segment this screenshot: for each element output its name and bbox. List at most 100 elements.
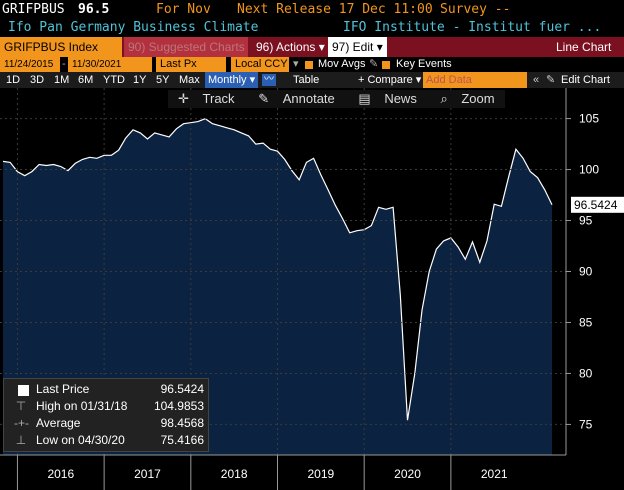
x-tick-label: 2020 xyxy=(394,467,421,481)
high-label: High on 01/31/18 xyxy=(36,399,128,413)
average-label: Average xyxy=(36,416,81,430)
frequency-select[interactable]: Monthly ▾ xyxy=(205,72,259,88)
edit-chart-button[interactable]: Edit Chart xyxy=(561,74,610,86)
release-period: For Nov xyxy=(156,2,211,17)
high-marker-icon: ⊤ xyxy=(15,399,27,413)
last-value-box xyxy=(571,196,624,213)
currency-caret-icon[interactable]: ▾ xyxy=(293,58,299,70)
period-ytd[interactable]: YTD xyxy=(103,74,125,86)
y-tick-label: 90 xyxy=(579,265,593,279)
edit-caret-icon: ▾ xyxy=(376,40,383,54)
end-date-input[interactable]: 11/30/2021 xyxy=(68,57,152,72)
key-events-checkbox[interactable] xyxy=(382,61,390,69)
x-tick-label: 2019 xyxy=(307,467,334,481)
news-icon: ▤ xyxy=(358,91,371,106)
header-row-price: GRIFPBUS 96.5 For Nov Next Release 17 De… xyxy=(0,0,624,19)
compare-label: + Compare xyxy=(358,74,413,86)
last-price-swatch xyxy=(18,385,29,396)
y-axis: 75 80 85 90 95 100 105 96.5424 xyxy=(565,88,624,455)
pencil-icon[interactable]: ✎ xyxy=(369,58,379,70)
x-tick-label: 2021 xyxy=(481,467,508,481)
track-label: Track xyxy=(202,91,235,106)
actions-label: 96) Actions xyxy=(256,40,316,54)
legend-average: -+- Average 98.4568 xyxy=(4,415,210,431)
edit-label: 97) Edit xyxy=(332,40,374,54)
crosshair-icon: ✛ xyxy=(178,91,189,106)
period-max[interactable]: Max xyxy=(179,74,200,86)
legend-last-price: Last Price 96.5424 xyxy=(4,381,210,397)
period-5y[interactable]: 5Y xyxy=(156,74,170,86)
low-value: 75.4166 xyxy=(160,433,204,447)
price-chart[interactable]: 75 80 85 90 95 100 105 96.5424 2016 2017 2018 2019… xyxy=(0,88,624,490)
x-tick-label: 2017 xyxy=(134,467,161,481)
legend-high: ⊤ High on 01/31/18 104.9853 xyxy=(4,398,210,414)
y-axis-background xyxy=(566,88,624,455)
actions-caret-icon: ▾ xyxy=(318,40,325,54)
chart-type-label[interactable]: Line Chart xyxy=(556,40,612,54)
table-button[interactable]: Table xyxy=(293,74,320,86)
y-tick-label: 105 xyxy=(579,112,599,126)
period-toolbar: 1D 3D 1M 6M YTD 1Y 5Y Max Monthly ▾ 〰 Ta… xyxy=(0,72,624,88)
chart-tools: ✛ Track ✎ Annotate ▤ News ⌕ Zoom xyxy=(168,90,505,108)
start-date-input[interactable]: 11/24/2015 xyxy=(0,57,60,72)
suggested-charts-button[interactable]: 90) Suggested Charts xyxy=(124,37,248,57)
price-value: 96.5 xyxy=(78,2,110,17)
annotate-tool[interactable]: ✎ Annotate xyxy=(248,90,345,108)
low-marker-icon: ⊥ xyxy=(15,433,27,447)
annotate-pencil-icon: ✎ xyxy=(258,91,270,106)
date-dash: - xyxy=(62,58,66,70)
news-tool[interactable]: ▤ News xyxy=(348,90,426,108)
frequency-caret-icon: ▾ xyxy=(249,74,256,86)
annotate-label: Annotate xyxy=(282,91,335,106)
area-layer xyxy=(2,118,553,455)
price-line xyxy=(2,118,553,421)
x-tick-label: 2016 xyxy=(47,467,74,481)
period-1y[interactable]: 1Y xyxy=(133,74,147,86)
last-price-label: Last Price xyxy=(36,382,90,396)
key-events-label: Key Events xyxy=(396,58,452,70)
frequency-label: Monthly xyxy=(208,74,247,86)
edit-menu[interactable]: 97) Edit ▾ xyxy=(328,37,387,57)
chart-legend[interactable]: Last Price 96.5424 ⊤ High on 01/31/18 10… xyxy=(3,378,209,452)
period-6m[interactable]: 6M xyxy=(78,74,94,86)
add-data-input[interactable]: Add Data xyxy=(423,72,527,88)
average-value: 98.4568 xyxy=(160,416,204,430)
main-toolbar: GRIFPBUS Index 90) Suggested Charts 96) … xyxy=(0,37,624,57)
ticker-label: GRIFPBUS xyxy=(2,2,65,17)
y-tick-label: 95 xyxy=(579,214,593,228)
track-tool[interactable]: ✛ Track xyxy=(168,90,245,108)
collapse-icon[interactable]: « xyxy=(533,74,540,86)
zoom-tool[interactable]: ⌕ Zoom xyxy=(430,90,504,108)
survey-value: Survey -- xyxy=(440,2,511,17)
actions-menu[interactable]: 96) Actions ▾ xyxy=(252,37,329,57)
y-tick-label: 100 xyxy=(579,163,599,177)
currency-select[interactable]: Local CCY xyxy=(231,57,289,72)
x-axis: 2016 2017 2018 2019 2020 2021 xyxy=(0,454,624,490)
compare-button[interactable]: + Compare ▾ xyxy=(358,72,421,88)
low-label: Low on 04/30/20 xyxy=(36,433,125,447)
x-tick-label: 2018 xyxy=(221,467,248,481)
period-1m[interactable]: 1M xyxy=(54,74,70,86)
period-3d[interactable]: 3D xyxy=(30,74,45,86)
news-label: News xyxy=(384,91,417,106)
average-marker-icon: -+- xyxy=(14,416,29,430)
y-tick-label: 85 xyxy=(579,315,593,329)
next-release: Next Release 17 Dec 11:00 xyxy=(237,2,433,17)
line-chart-icon[interactable]: 〰 xyxy=(262,74,276,86)
compare-caret-icon: ▾ xyxy=(415,74,422,86)
period-1d[interactable]: 1D xyxy=(6,74,21,86)
security-field[interactable]: GRIFPBUS Index xyxy=(0,37,122,57)
zoom-label: Zoom xyxy=(461,91,495,106)
magnifier-icon: ⌕ xyxy=(440,91,448,106)
security-source: IFO Institute - Institut fuer ... xyxy=(343,20,602,35)
range-toolbar: 11/24/2015 - 11/30/2021 Last Px Local CC… xyxy=(0,57,624,72)
mov-avgs-checkbox[interactable] xyxy=(305,61,313,69)
field-select[interactable]: Last Px xyxy=(156,57,226,72)
header-row-description: Ifo Pan Germany Business Climate IFO Ins… xyxy=(0,18,624,37)
y-tick-label: 80 xyxy=(579,366,593,380)
security-description: Ifo Pan Germany Business Climate xyxy=(8,20,259,35)
edit-chart-pencil-icon[interactable]: ✎ xyxy=(546,74,556,86)
legend-low: ⊥ Low on 04/30/20 75.4166 xyxy=(4,432,210,448)
mov-avgs-label: Mov Avgs xyxy=(318,58,366,70)
y-tick-label: 75 xyxy=(579,417,593,431)
